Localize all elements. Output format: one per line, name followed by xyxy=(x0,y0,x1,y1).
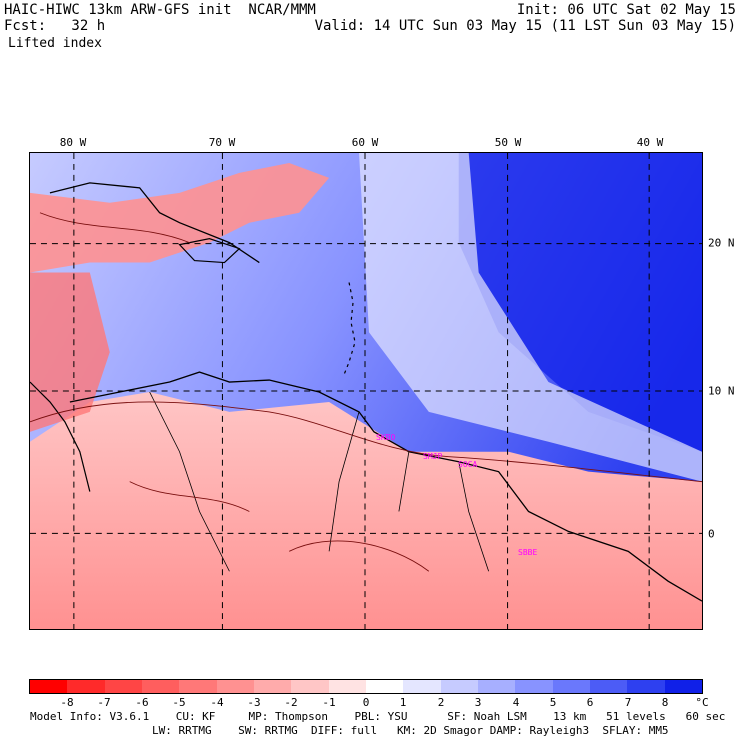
colorbar-swatch xyxy=(253,680,292,693)
colorbar-tick: 0 xyxy=(362,696,370,709)
lon-label-50w: 50 W xyxy=(494,136,522,149)
colorbar-tick: -4 xyxy=(210,696,224,709)
unstable-south-region xyxy=(30,391,702,629)
colorbar-tick: 2 xyxy=(437,696,445,709)
colorbar-tick: 1 xyxy=(399,696,407,709)
colorbar-swatch xyxy=(552,680,590,693)
coastline-antilles xyxy=(342,282,356,378)
colorbar-swatch xyxy=(589,680,628,693)
colorbar-tick: 7 xyxy=(624,696,632,709)
model-info-line-2: LW: RRTMG SW: RRTMG DIFF: full KM: 2D Sm… xyxy=(152,724,669,737)
lifted-index-map xyxy=(29,152,703,630)
colorbar-swatch xyxy=(30,680,68,693)
colorbar-swatch xyxy=(477,680,516,693)
colorbar xyxy=(29,679,703,694)
colorbar-tick: -6 xyxy=(135,696,149,709)
lon-label-40w: 40 W xyxy=(636,136,664,149)
colorbar-swatch xyxy=(440,680,478,693)
colorbar-tick: -7 xyxy=(97,696,111,709)
colorbar-tick: 8 xyxy=(661,696,669,709)
site-label-sbbe: SBBE xyxy=(518,548,538,557)
colorbar-tick: 4 xyxy=(512,696,520,709)
colorbar-tick: 5 xyxy=(549,696,557,709)
lat-label-10n: 10 N xyxy=(708,384,735,398)
lon-label-80w: 80 W xyxy=(59,136,87,149)
weak-stable-band xyxy=(359,153,702,482)
forecast-hour: Fcst: 32 h xyxy=(4,18,106,34)
unstable-caribbean-north xyxy=(30,162,330,273)
colorbar-tick: -8 xyxy=(60,696,74,709)
lon-label-70w: 70 W xyxy=(208,136,236,149)
colorbar-tick: 3 xyxy=(474,696,482,709)
colorbar-tick: -1 xyxy=(322,696,336,709)
lon-label-60w: 60 W xyxy=(351,136,379,149)
valid-time: Valid: 14 UTC Sun 03 May 15 (11 LST Sun … xyxy=(314,18,736,34)
colorbar-tick: -2 xyxy=(284,696,298,709)
colorbar-swatch xyxy=(627,680,665,693)
colorbar-swatch xyxy=(664,680,702,693)
unstable-caribbean-west xyxy=(30,272,110,432)
coastline-north-america xyxy=(49,182,260,264)
colorbar-swatch xyxy=(67,680,105,693)
colorbar-swatch xyxy=(104,680,142,693)
strong-stable-region xyxy=(458,153,702,452)
lat-lon-grid xyxy=(30,153,702,629)
colorbar-tick: -5 xyxy=(172,696,186,709)
country-borders xyxy=(149,391,490,572)
colorbar-tick: 6 xyxy=(586,696,594,709)
contour-lines xyxy=(30,212,702,572)
colorbar-swatch xyxy=(216,680,254,693)
init-time: Init: 06 UTC Sat 02 May 15 xyxy=(516,2,736,18)
coastline-hispaniola xyxy=(178,238,241,264)
coastline-south-america xyxy=(69,371,702,602)
colorbar-swatch xyxy=(291,680,329,693)
site-label-skbo: SKBO xyxy=(376,433,396,442)
lat-label-20n: 20 N xyxy=(708,236,735,250)
colorbar-tick: -3 xyxy=(247,696,261,709)
model-info-line-1: Model Info: V3.6.1 CU: KF MP: Thompson P… xyxy=(30,710,726,723)
coastline-central-america xyxy=(30,381,91,492)
site-label-soca: SOCA xyxy=(458,460,478,469)
colorbar-swatch xyxy=(403,680,441,693)
model-title: HAIC-HIWC 13km ARW-GFS init NCAR/MMM xyxy=(4,2,316,18)
site-label-smjp: SMJP xyxy=(423,452,443,461)
lat-label-0: 0 xyxy=(708,527,715,541)
colorbar-swatch xyxy=(141,680,180,693)
colorbar-swatch xyxy=(515,680,553,693)
colorbar-swatch xyxy=(365,680,404,693)
field-name: Lifted index xyxy=(8,36,102,51)
colorbar-swatch xyxy=(179,680,217,693)
colorbar-unit: °C xyxy=(695,696,709,709)
colorbar-swatch xyxy=(328,680,366,693)
